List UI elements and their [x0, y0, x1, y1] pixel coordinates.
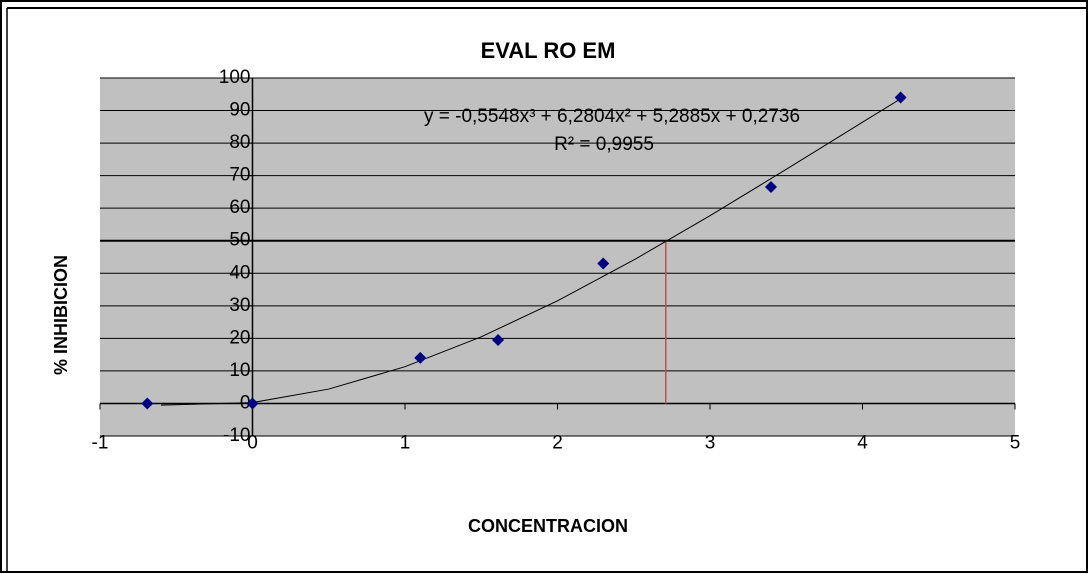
data-point: [141, 397, 154, 410]
data-point: [492, 333, 505, 346]
x-tick-label: 1: [400, 432, 411, 453]
x-tick-label: -1: [92, 432, 109, 453]
data-point: [246, 397, 259, 410]
y-tick-label: 40: [229, 262, 250, 283]
y-tick-label: 20: [229, 327, 250, 348]
y-axis-label: % INHIBICION: [51, 255, 71, 375]
y-tick-label: 90: [229, 100, 250, 121]
x-tick-label: 3: [705, 432, 716, 453]
data-point: [414, 351, 427, 364]
data-point: [597, 257, 610, 270]
y-tick-label: 100: [219, 67, 251, 88]
y-tick-label: 60: [229, 197, 250, 218]
x-tick-label: 2: [552, 432, 563, 453]
x-tick-label: 4: [857, 432, 868, 453]
y-tick-label: 80: [229, 132, 250, 153]
y-tick-label: -10: [223, 425, 250, 446]
y-tick-label: 70: [229, 165, 250, 186]
data-point: [894, 91, 907, 104]
x-axis-label: CONCENTRACION: [468, 516, 628, 536]
y-tick-label: 10: [229, 360, 250, 381]
trendline-equation: y = -0,5548x³ + 6,2804x² + 5,2885x + 0,2…: [424, 106, 800, 127]
data-point: [765, 181, 777, 194]
x-tick-label: 0: [247, 432, 258, 453]
x-tick-label: 5: [1010, 432, 1021, 453]
y-tick-label: 30: [229, 295, 250, 316]
trendline-r2: R² = 0,9955: [554, 134, 654, 155]
chart-title: EVAL RO EM: [481, 38, 616, 63]
trendline: [160, 98, 901, 406]
